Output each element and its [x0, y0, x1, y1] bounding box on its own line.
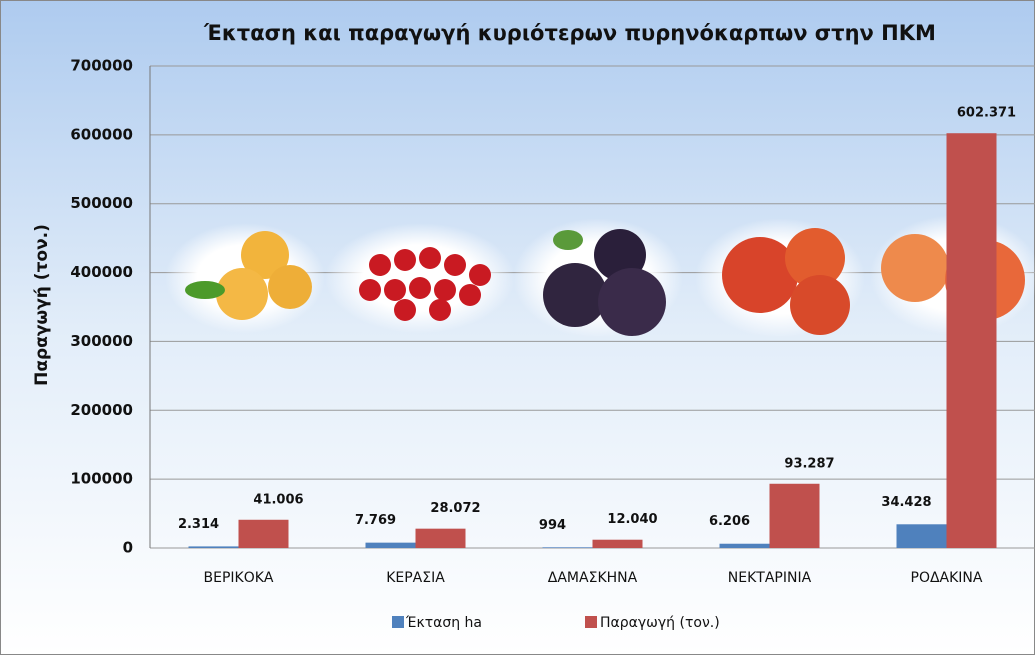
data-label: 34.428: [881, 495, 931, 510]
y-tick-label: 200000: [70, 401, 133, 419]
x-tick-label: ΡΟΔΑΚΙΝΑ: [911, 570, 983, 586]
bar: [897, 524, 947, 548]
x-tick-label: ΚΕΡΑΣΙΑ: [386, 570, 445, 586]
y-tick-label: 100000: [70, 470, 133, 488]
data-label: 28.072: [430, 501, 480, 516]
legend-swatch: [392, 616, 404, 628]
bar: [720, 544, 770, 548]
data-label: 6.206: [709, 514, 750, 529]
data-label: 994: [539, 518, 566, 533]
bar: [593, 540, 643, 548]
data-label: 7.769: [355, 513, 396, 528]
chart-title: Έκταση και παραγωγή κυριότερων πυρηνόκαρ…: [203, 21, 936, 45]
x-tick-label: ΝΕΚΤΑΡΙΝΙΑ: [728, 570, 812, 586]
y-axis-title: Παραγωγή (τον.): [32, 224, 52, 386]
y-tick-label: 500000: [70, 194, 133, 212]
data-label: 12.040: [607, 512, 657, 527]
bar: [770, 484, 820, 548]
chart: Έκταση και παραγωγή κυριότερων πυρηνόκαρ…: [0, 0, 1035, 655]
bar: [189, 546, 239, 548]
data-label: 602.371: [957, 106, 1016, 121]
data-label: 2.314: [178, 517, 219, 532]
bar: [947, 133, 997, 548]
y-tick-label: 300000: [70, 332, 133, 350]
y-tick-label: 0: [123, 539, 133, 557]
legend-label: Έκταση ha: [405, 615, 482, 631]
y-tick-label: 400000: [70, 263, 133, 281]
data-label: 93.287: [784, 456, 834, 471]
y-tick-label: 600000: [70, 125, 133, 143]
bar: [239, 520, 289, 548]
bar: [366, 543, 416, 548]
bar: [543, 547, 593, 548]
legend-swatch: [585, 616, 597, 628]
y-tick-label: 700000: [70, 57, 133, 75]
x-tick-label: ΒΕΡΙΚΟΚΑ: [204, 570, 274, 586]
x-tick-label: ΔΑΜΑΣΚΗΝΑ: [548, 570, 638, 586]
bar: [416, 529, 466, 548]
background: [1, 1, 1035, 655]
data-label: 41.006: [253, 492, 303, 507]
legend-label: Παραγωγή (τον.): [600, 615, 720, 631]
